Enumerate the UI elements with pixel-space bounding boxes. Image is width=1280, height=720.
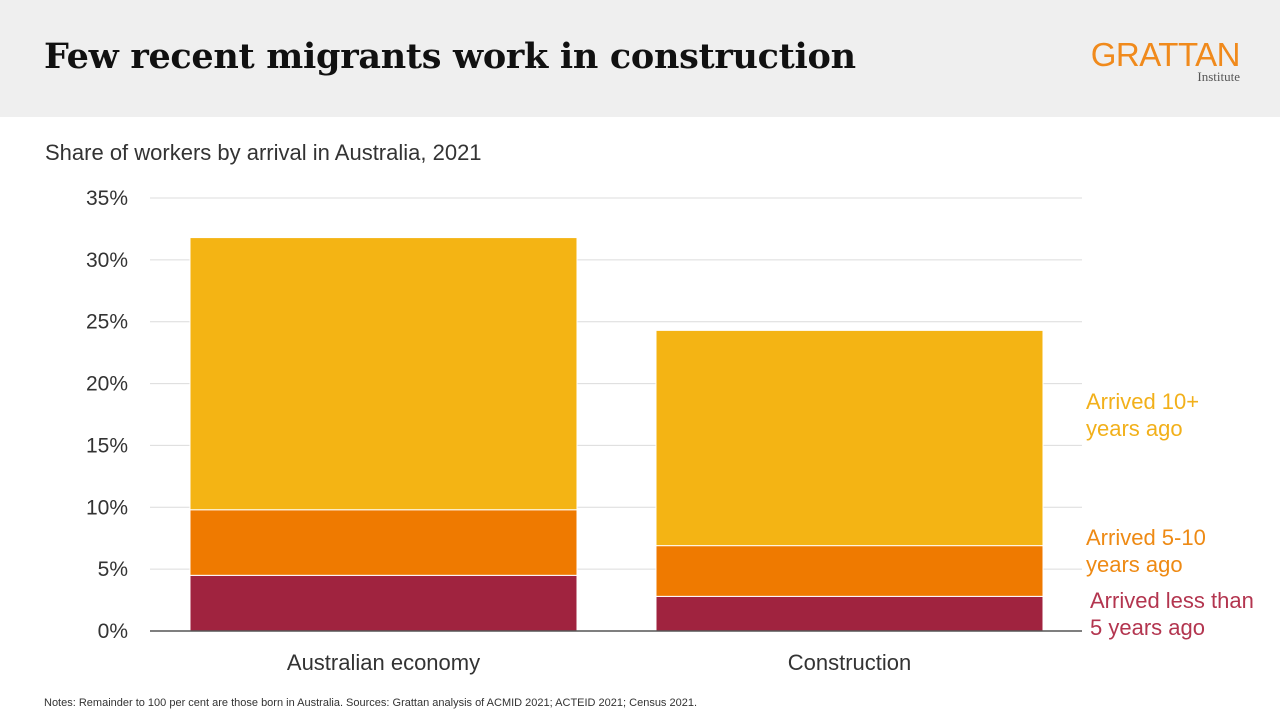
- series-label: years ago: [1086, 416, 1183, 441]
- bar-segment: [189, 509, 578, 576]
- series-label: Arrived less than: [1090, 588, 1254, 613]
- series-label: Arrived 5-10: [1086, 525, 1206, 550]
- series-label: Arrived 10+: [1086, 389, 1199, 414]
- y-tick-label: 0%: [98, 620, 128, 643]
- y-tick-label: 30%: [86, 249, 128, 272]
- y-tick-label: 15%: [86, 434, 128, 457]
- bar-segment: [655, 329, 1044, 547]
- header-band: Few recent migrants work in construction…: [0, 0, 1280, 117]
- y-tick-label: 5%: [98, 558, 128, 581]
- y-tick-label: 20%: [86, 373, 128, 396]
- y-tick-label: 10%: [86, 496, 128, 519]
- y-tick-label: 35%: [86, 187, 128, 210]
- chart-title: Few recent migrants work in construction: [44, 36, 856, 77]
- chart-subtitle: Share of workers by arrival in Australia…: [45, 140, 482, 165]
- series-label: 5 years ago: [1090, 615, 1205, 640]
- bar-segment: [189, 237, 578, 511]
- bar-segment: [655, 595, 1044, 632]
- series-label: years ago: [1086, 552, 1183, 577]
- grattan-logo: GRATTAN Institute: [1090, 36, 1241, 84]
- notes-text: Notes: Remainder to 100 per cent are tho…: [44, 697, 698, 709]
- x-category-label: Australian economy: [287, 650, 480, 675]
- logo-subtitle: Institute: [1197, 69, 1240, 84]
- logo-wordmark: GRATTAN: [1090, 36, 1241, 73]
- bar-segment: [189, 574, 578, 632]
- y-tick-label: 25%: [86, 311, 128, 334]
- x-category-label: Construction: [788, 650, 912, 675]
- bar-segment: [655, 545, 1044, 597]
